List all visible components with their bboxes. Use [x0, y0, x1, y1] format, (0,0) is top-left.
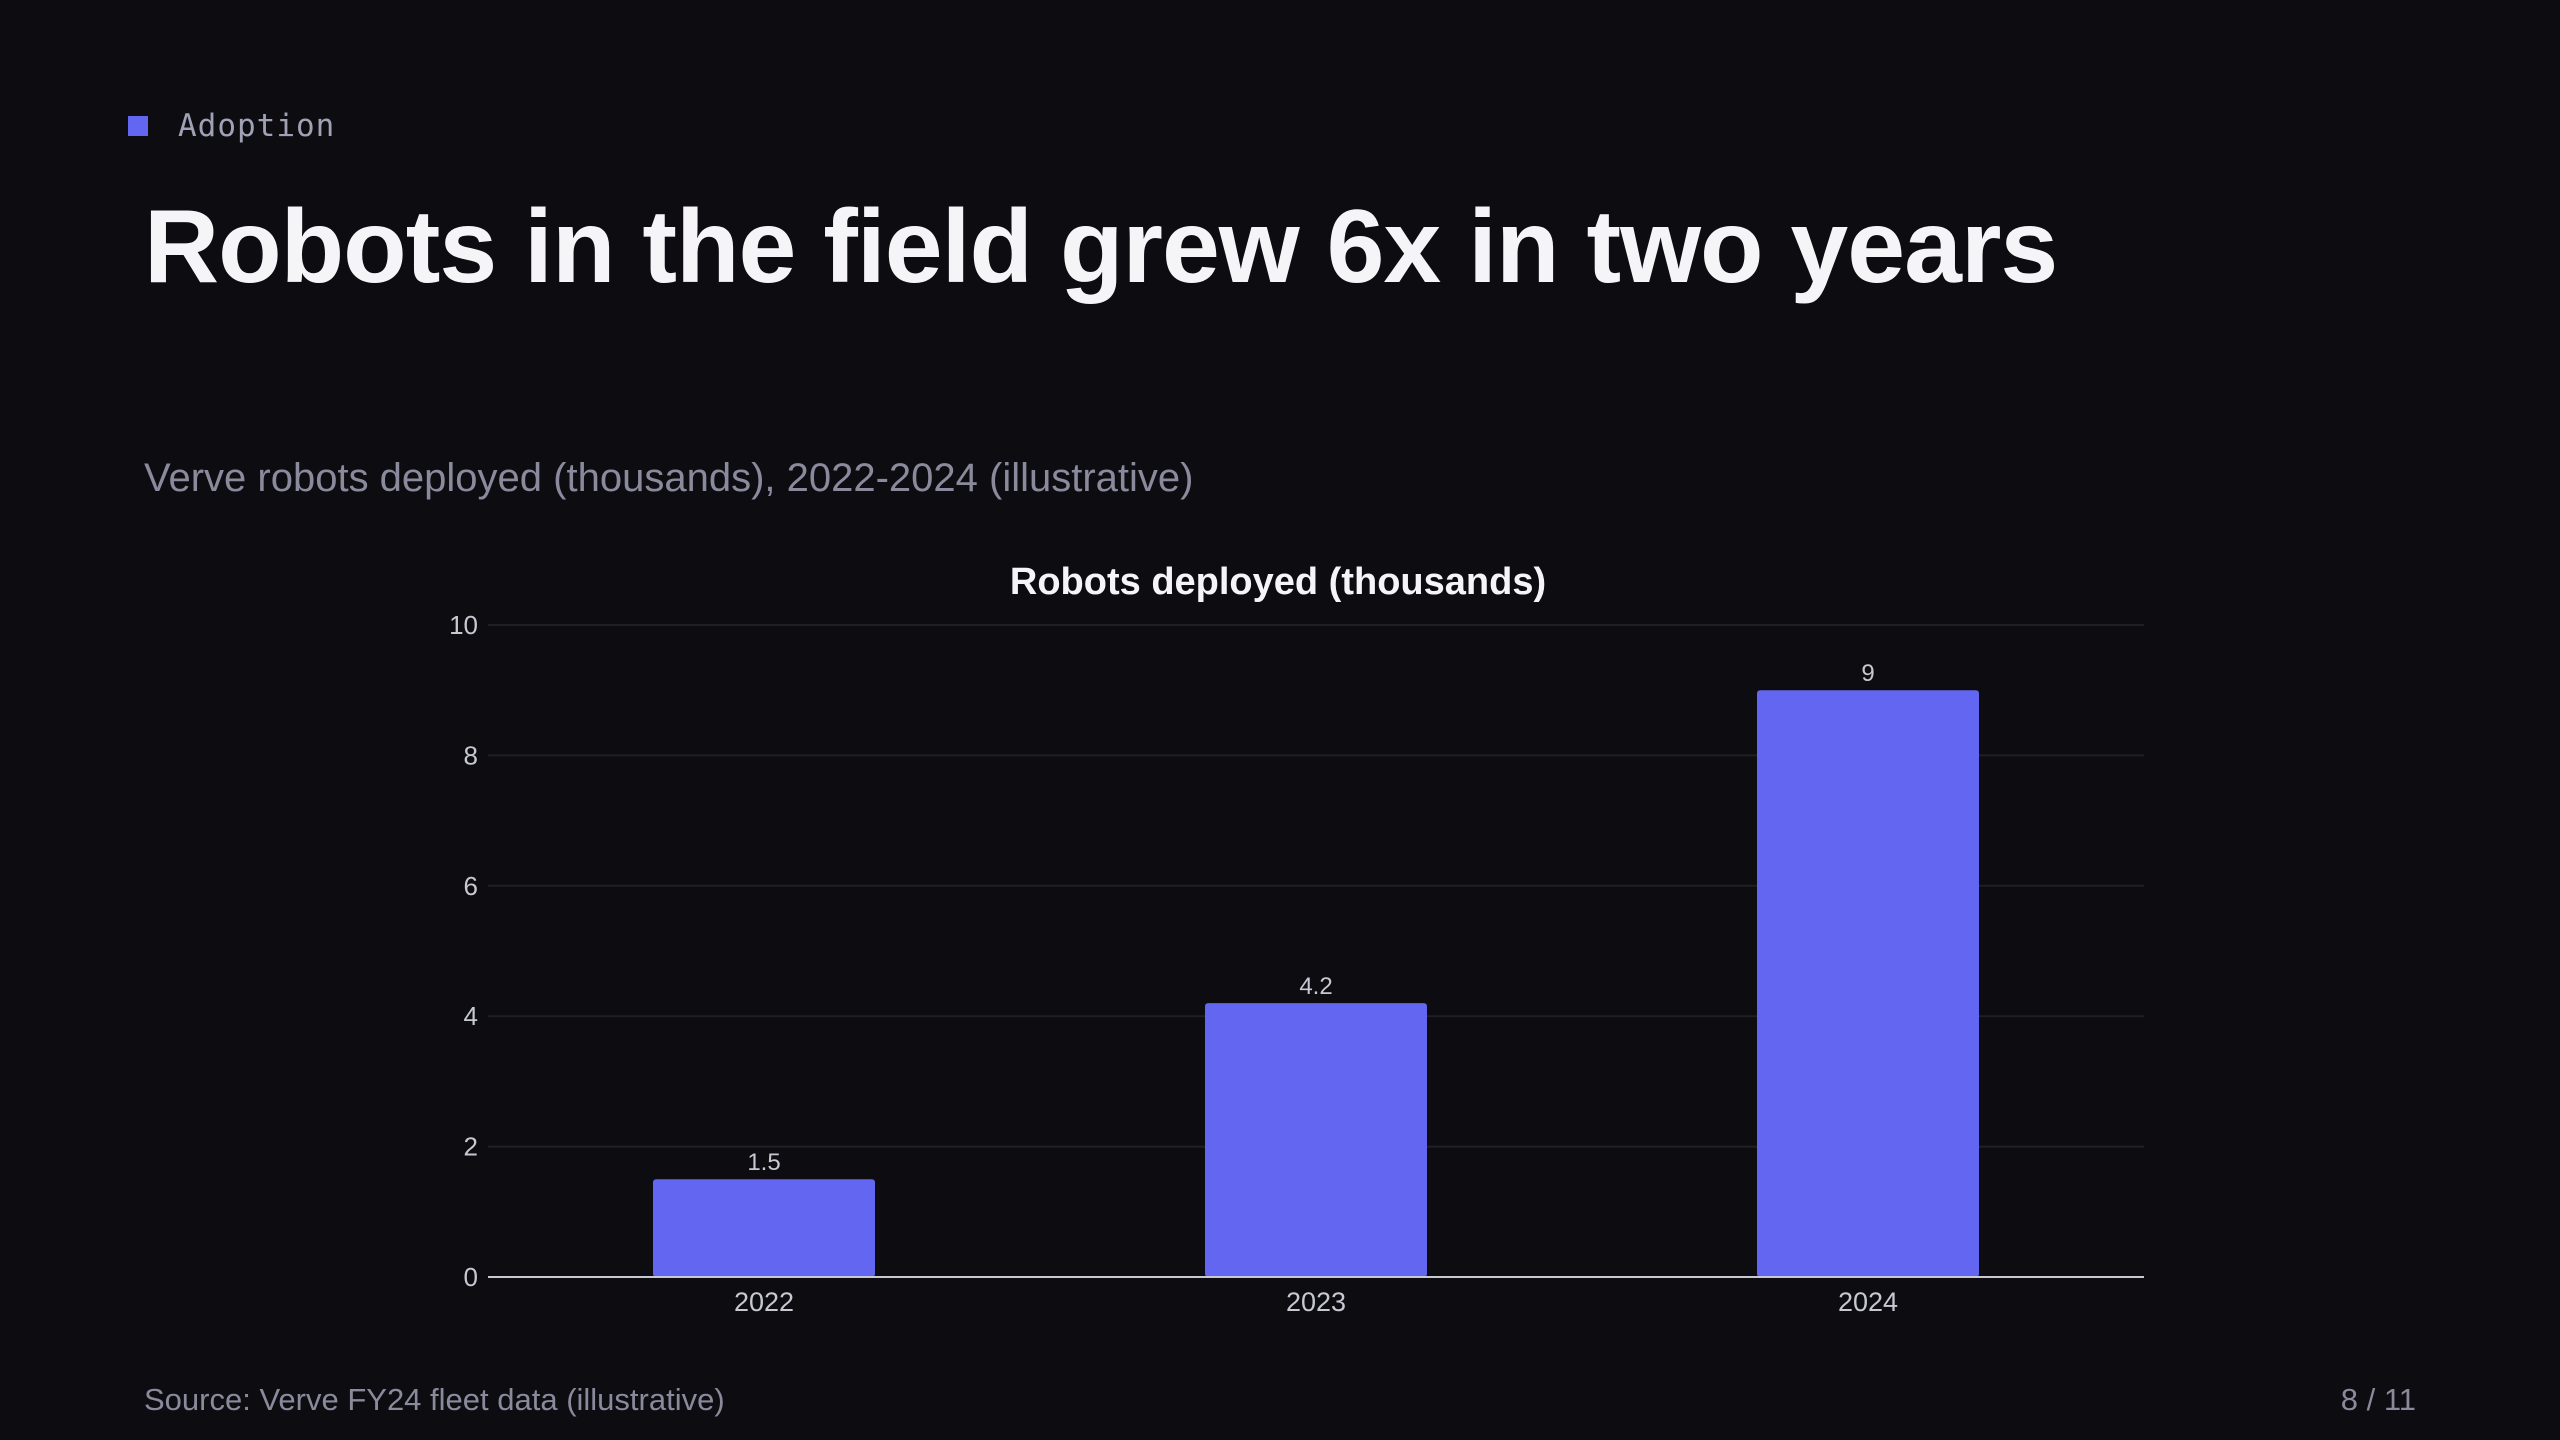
x-tick-label: 2022: [734, 1287, 794, 1317]
source-note: Source: Verve FY24 fleet data (illustrat…: [144, 1382, 725, 1417]
bars: [653, 690, 1979, 1277]
value-labels: 1.5 4.2 9: [747, 660, 1874, 1176]
chart-title: Robots deployed (thousands): [1010, 561, 1546, 603]
data-label: 1.5: [747, 1149, 780, 1176]
y-tick-label: 0: [464, 1262, 478, 1292]
slide-subtitle: Verve robots deployed (thousands), 2022-…: [144, 456, 1194, 500]
page-number: 8 / 11: [2340, 1382, 2416, 1417]
bar-2023: [1205, 1003, 1427, 1277]
y-tick-label: 2: [464, 1132, 478, 1162]
bar-chart: Robots deployed (thousands) 0 2 4 6 8 10 1.5 4…: [449, 561, 2144, 1317]
data-label: 4.2: [1299, 973, 1332, 1000]
y-tick-label: 10: [449, 610, 478, 640]
bar-2022: [653, 1179, 875, 1277]
data-label: 9: [1861, 660, 1874, 687]
slide-title: Robots in the field grew 6x in two years: [144, 189, 2058, 305]
x-tick-label: 2024: [1838, 1287, 1898, 1317]
y-tick-label: 4: [464, 1001, 478, 1031]
x-axis-ticks: 2022 2023 2024: [734, 1287, 1898, 1317]
y-axis-ticks: 0 2 4 6 8 10: [449, 610, 478, 1292]
y-tick-label: 8: [464, 740, 478, 770]
chart-container: Robots deployed (thousands) 0 2 4 6 8 10 1.5 4…: [0, 540, 2560, 1320]
eyebrow-label: Adoption: [178, 108, 336, 144]
bar-2024: [1757, 690, 1979, 1277]
accent-square-icon: [128, 116, 148, 136]
section-eyebrow: Adoption: [128, 108, 335, 144]
y-tick-label: 6: [464, 871, 478, 901]
x-tick-label: 2023: [1286, 1287, 1346, 1317]
